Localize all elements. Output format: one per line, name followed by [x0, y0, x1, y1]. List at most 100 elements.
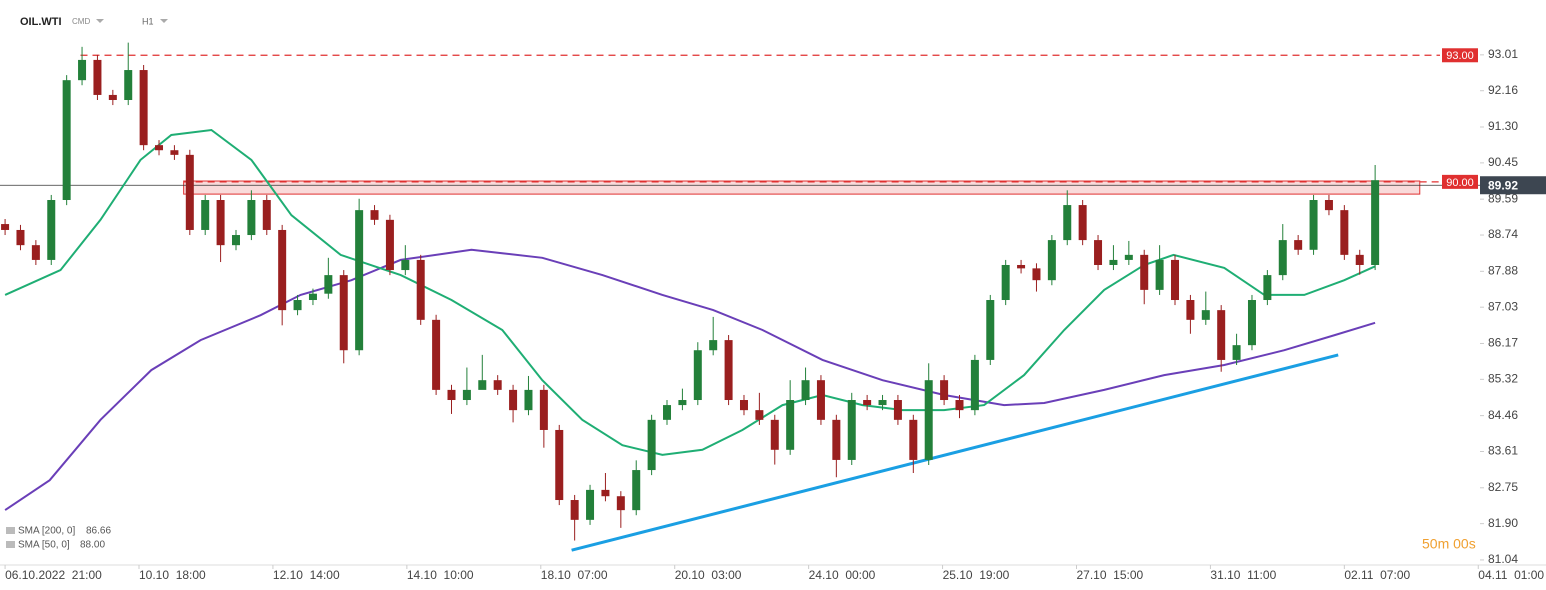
candle-body — [739, 400, 748, 411]
candle-body — [447, 389, 456, 401]
x-tick-label: 18.10 07:00 — [541, 568, 608, 582]
candle-body — [1324, 200, 1333, 211]
x-tick-label: 14.10 10:00 — [407, 568, 474, 582]
candle — [1355, 249, 1364, 275]
candle-body — [1047, 240, 1056, 281]
candle — [139, 64, 148, 151]
candle-body — [1371, 180, 1380, 265]
candle — [647, 414, 656, 476]
legend-name: SMA [200, 0] — [18, 526, 75, 537]
candle-body — [462, 389, 471, 401]
candle — [401, 245, 410, 276]
candle — [832, 414, 841, 478]
candle-body — [1186, 300, 1195, 320]
candle-body — [1294, 240, 1303, 250]
candle — [570, 494, 579, 541]
candle-body — [986, 300, 995, 360]
candle-body — [1032, 268, 1041, 281]
candle-body — [493, 380, 502, 390]
candle-body — [786, 400, 795, 450]
candle-body — [139, 70, 148, 146]
candle — [1294, 235, 1303, 255]
x-tick-label: 31.10 11:00 — [1210, 568, 1276, 582]
candle-body — [724, 340, 733, 401]
candle — [1263, 270, 1272, 306]
candle — [293, 294, 302, 316]
y-tick-label: 92.16 — [1488, 83, 1518, 97]
candle — [462, 367, 471, 406]
candle — [509, 384, 518, 423]
candle-body — [262, 200, 271, 230]
candle-body — [1278, 240, 1287, 276]
candle — [1324, 194, 1333, 216]
candle-body — [478, 380, 487, 390]
candle-body — [940, 380, 949, 401]
trendline — [571, 353, 1339, 552]
legend-value: 86.66 — [86, 526, 111, 537]
candle — [586, 484, 595, 525]
candle-body — [1, 224, 10, 230]
candle-body — [1124, 254, 1133, 260]
candle — [1340, 205, 1349, 260]
candle — [16, 224, 25, 251]
candle — [1140, 249, 1149, 305]
level-label: 90.00 — [1446, 177, 1474, 189]
candle-body — [185, 154, 194, 230]
symbol[interactable]: OIL.WTI — [20, 16, 62, 28]
candle-body — [509, 389, 518, 411]
interval-dropdown[interactable] — [160, 19, 168, 23]
candle — [663, 400, 672, 425]
candle — [739, 394, 748, 416]
interval[interactable]: H1 — [142, 16, 154, 26]
candle — [816, 375, 825, 425]
candle — [755, 392, 764, 425]
candle-body — [1201, 310, 1210, 320]
candle — [78, 46, 87, 86]
x-tick-label: 04.11 01:00 — [1478, 568, 1544, 582]
candle — [1078, 200, 1087, 246]
candle-body — [1340, 210, 1349, 255]
candle — [1201, 291, 1210, 325]
candle — [1094, 235, 1103, 271]
candle — [1278, 224, 1287, 281]
candle — [616, 491, 625, 528]
candle — [786, 380, 795, 455]
candle — [1371, 164, 1380, 271]
candle — [1109, 245, 1118, 271]
candle-body — [31, 245, 40, 260]
candle-body — [293, 300, 302, 311]
legend-name: SMA [50, 0] — [18, 540, 70, 551]
candle-body — [1355, 254, 1364, 265]
market: CMD — [72, 17, 90, 26]
candle-body — [1263, 275, 1272, 301]
candle — [31, 240, 40, 265]
candle-body — [16, 229, 25, 246]
x-tick-label: 02.11 07:00 — [1344, 568, 1410, 582]
candle-body — [108, 94, 117, 101]
candle-body — [909, 419, 918, 460]
candle-body — [1078, 205, 1087, 241]
candle-body — [1247, 300, 1256, 346]
candle-body — [801, 380, 810, 401]
candle — [909, 414, 918, 474]
candle — [370, 205, 379, 225]
candle-body — [1094, 240, 1103, 265]
candle — [262, 194, 271, 236]
level-label: 93.00 — [1446, 50, 1474, 62]
candle — [447, 384, 456, 414]
candle — [47, 194, 56, 265]
candle-body — [324, 275, 333, 294]
candle — [1032, 263, 1041, 292]
sma-line — [4, 128, 1376, 456]
candle — [632, 460, 641, 516]
candle — [709, 316, 718, 356]
candle-body — [647, 419, 656, 471]
candle — [1217, 305, 1226, 372]
candle-body — [1063, 205, 1072, 241]
y-tick-label: 89.59 — [1488, 191, 1518, 205]
candle-body — [216, 200, 225, 246]
candle — [678, 388, 687, 411]
candle-body — [955, 400, 964, 411]
candle — [216, 194, 225, 263]
market-dropdown[interactable] — [96, 19, 104, 23]
